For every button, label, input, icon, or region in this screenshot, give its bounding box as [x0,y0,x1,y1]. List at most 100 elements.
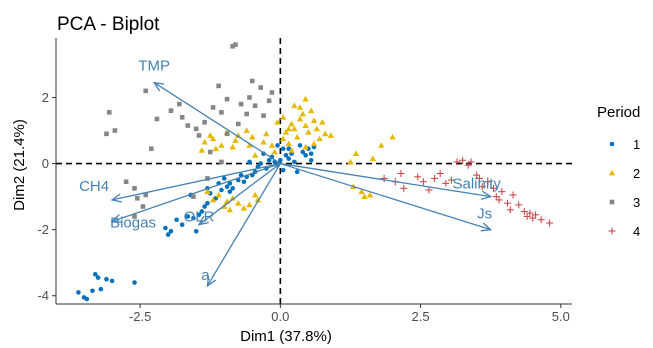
point-period-2 [352,150,360,157]
point-period-2 [288,120,295,127]
legend-label-period-2: 2 [633,166,640,181]
point-period-4 [526,209,534,217]
point-period-1 [168,229,174,234]
point-period-2 [279,135,287,142]
point-period-3 [261,113,266,118]
point-period-3 [238,101,244,107]
point-period-4 [532,211,540,219]
point-period-2 [235,132,242,138]
legend-key-period-3 [609,199,615,205]
point-period-4 [537,216,545,224]
point-period-2 [246,201,253,208]
point-period-3 [219,110,224,115]
point-period-4 [459,156,467,164]
y-tick-label: -4 [37,288,49,303]
variable-label-js: Js [477,206,492,223]
variable-arrows [110,81,493,288]
point-period-2 [246,142,253,148]
point-period-1 [193,229,199,234]
point-period-1 [278,157,283,163]
point-period-2 [285,125,292,132]
point-period-1 [174,217,179,223]
point-period-4 [400,184,408,192]
point-period-1 [221,176,227,181]
point-period-1 [286,146,292,151]
reference-lines [56,38,572,304]
point-period-1 [266,157,272,163]
legend-label-period-4: 4 [633,224,640,239]
point-period-3 [154,116,160,122]
point-period-1 [104,276,109,282]
point-period-1 [280,146,286,151]
point-period-3 [168,108,174,113]
point-period-1 [185,214,191,219]
point-period-3 [132,186,137,191]
point-period-3 [250,78,255,84]
point-period-2 [299,110,306,117]
point-period-2 [271,148,278,155]
point-period-3 [269,90,275,95]
point-period-2 [260,138,267,145]
point-period-2 [251,152,259,158]
point-period-3 [235,121,241,127]
point-period-2 [307,107,315,114]
point-period-2 [310,140,318,147]
point-period-4 [478,183,486,191]
x-tick-label: 0.0 [271,309,289,324]
legend-items: 1 2 3 4 [608,137,640,239]
arrowhead-biogas [110,214,123,223]
point-period-1 [98,286,104,292]
point-period-2 [347,158,354,165]
arrowhead-olr [197,215,209,226]
point-period-4 [506,206,514,214]
point-period-1 [76,290,81,295]
point-period-1 [205,200,210,206]
point-period-1 [199,209,205,214]
point-period-2 [316,135,323,142]
point-period-1 [247,159,252,165]
point-period-4 [504,199,511,207]
point-period-2 [302,143,309,150]
point-period-2 [361,193,368,200]
point-period-3 [247,95,252,100]
point-period-4 [436,169,444,177]
point-period-1 [230,186,235,191]
point-period-1 [132,280,137,285]
point-period-1 [196,212,202,218]
point-period-2 [305,128,312,135]
point-period-3 [196,133,202,138]
point-period-4 [520,207,528,215]
x-axis-title: Dim1 (37.8%) [240,328,332,345]
point-period-2 [212,145,220,152]
point-period-2 [232,137,239,143]
point-period-2 [389,133,396,140]
point-period-3 [210,105,216,110]
point-period-3 [205,176,210,181]
point-period-3 [244,111,249,117]
point-period-3 [258,85,264,90]
arrow-salinity [280,162,491,198]
point-period-4 [397,169,405,177]
x-tick-label: -2.5 [129,309,151,324]
point-period-2 [243,127,250,133]
point-period-4 [380,174,388,182]
point-period-4 [515,201,523,209]
point-period-1 [275,143,280,148]
point-period-3 [135,195,140,201]
axes: -2.5 0.0 2.5 5.0 -4 -2 0 2 [37,38,572,324]
point-period-2 [327,132,335,138]
point-period-3 [202,119,207,125]
point-period-2 [209,135,217,142]
arrow-tmp [153,82,281,165]
point-period-1 [294,169,300,175]
point-period-2 [296,115,304,122]
point-period-1 [297,143,303,148]
point-period-2 [204,188,211,195]
legend-title: Period [597,104,640,121]
x-tick-label: 5.0 [552,309,570,324]
point-period-1 [308,151,314,156]
point-period-3 [230,43,235,49]
point-period-2 [369,155,377,162]
scatter-points [76,42,554,302]
